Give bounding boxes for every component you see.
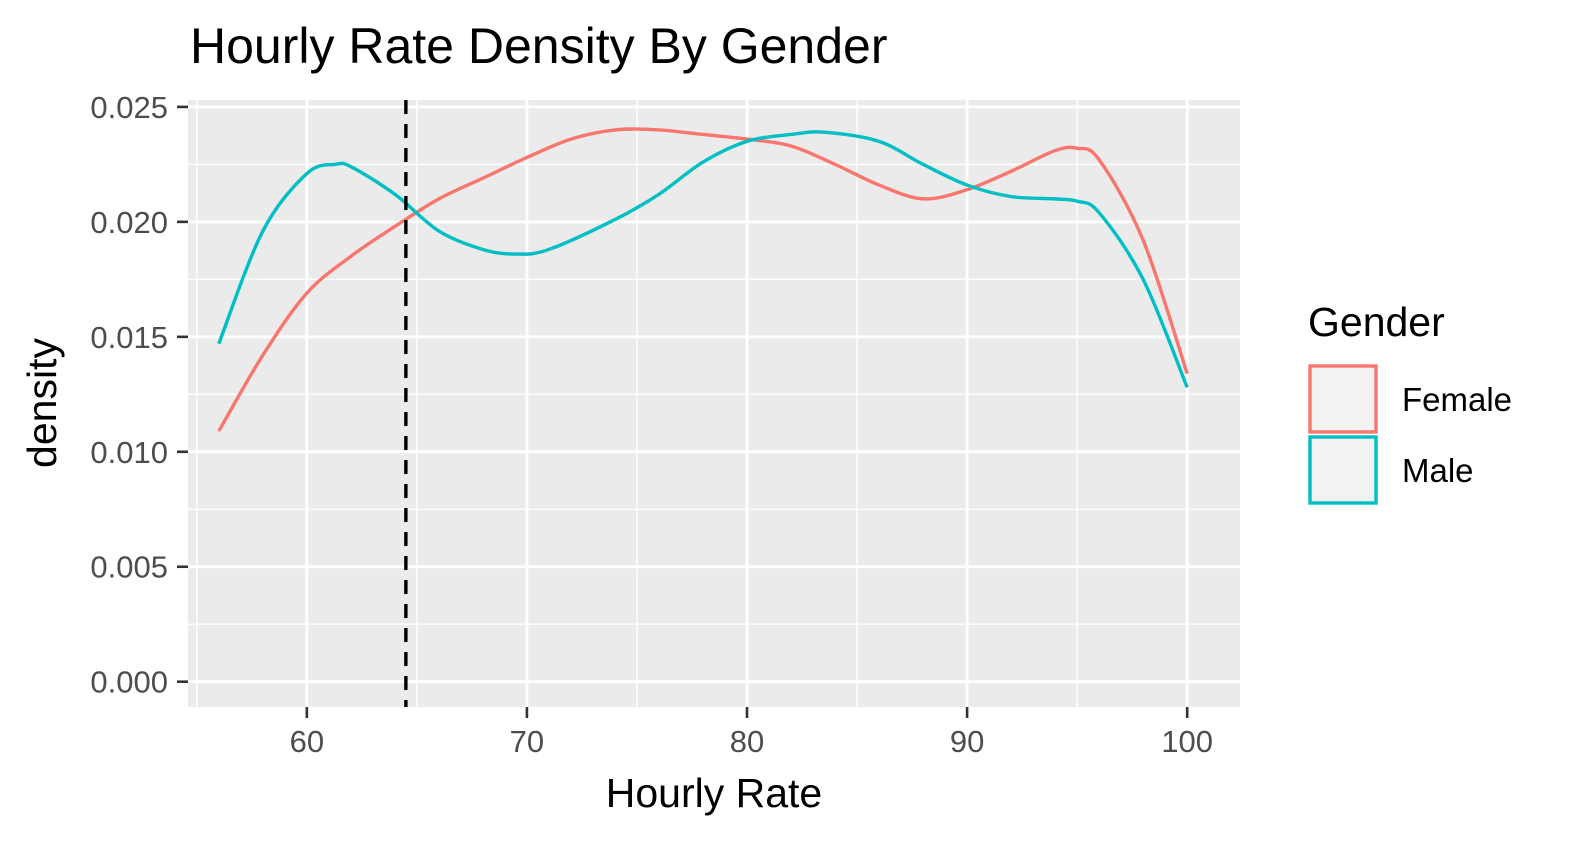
x-axis: 60 70 80 90 100: [290, 707, 1213, 759]
x-tick-label: 90: [950, 724, 984, 759]
plot-panel: [188, 100, 1240, 707]
legend-label-female: Female: [1402, 381, 1512, 418]
x-axis-title: Hourly Rate: [606, 770, 822, 816]
y-axis-title: density: [19, 338, 65, 468]
grid-major: [188, 100, 1240, 707]
y-tick-label: 0.000: [90, 665, 168, 700]
series-line-male: [217, 130, 1189, 389]
legend-key-male: [1308, 435, 1378, 505]
x-tick-label: 80: [730, 724, 764, 759]
y-tick-label: 0.020: [90, 205, 168, 240]
x-tick-label: 70: [510, 724, 544, 759]
y-axis: 0.000 0.005 0.010 0.015 0.020 0.025: [90, 90, 188, 700]
chart-title: Hourly Rate Density By Gender: [190, 18, 888, 74]
grid-minor: [188, 100, 1240, 707]
y-tick-label: 0.005: [90, 550, 168, 585]
series-layer: [217, 127, 1189, 432]
legend-key-female: [1308, 364, 1378, 434]
x-tick-label: 100: [1161, 724, 1213, 759]
x-tick-label: 60: [290, 724, 324, 759]
legend-title: Gender: [1308, 299, 1445, 345]
legend-label-male: Male: [1402, 452, 1474, 489]
series-line-female: [217, 127, 1189, 432]
y-tick-label: 0.025: [90, 90, 168, 125]
y-tick-label: 0.015: [90, 320, 168, 355]
legend: Gender Female Male: [1308, 299, 1512, 505]
y-tick-label: 0.010: [90, 435, 168, 470]
